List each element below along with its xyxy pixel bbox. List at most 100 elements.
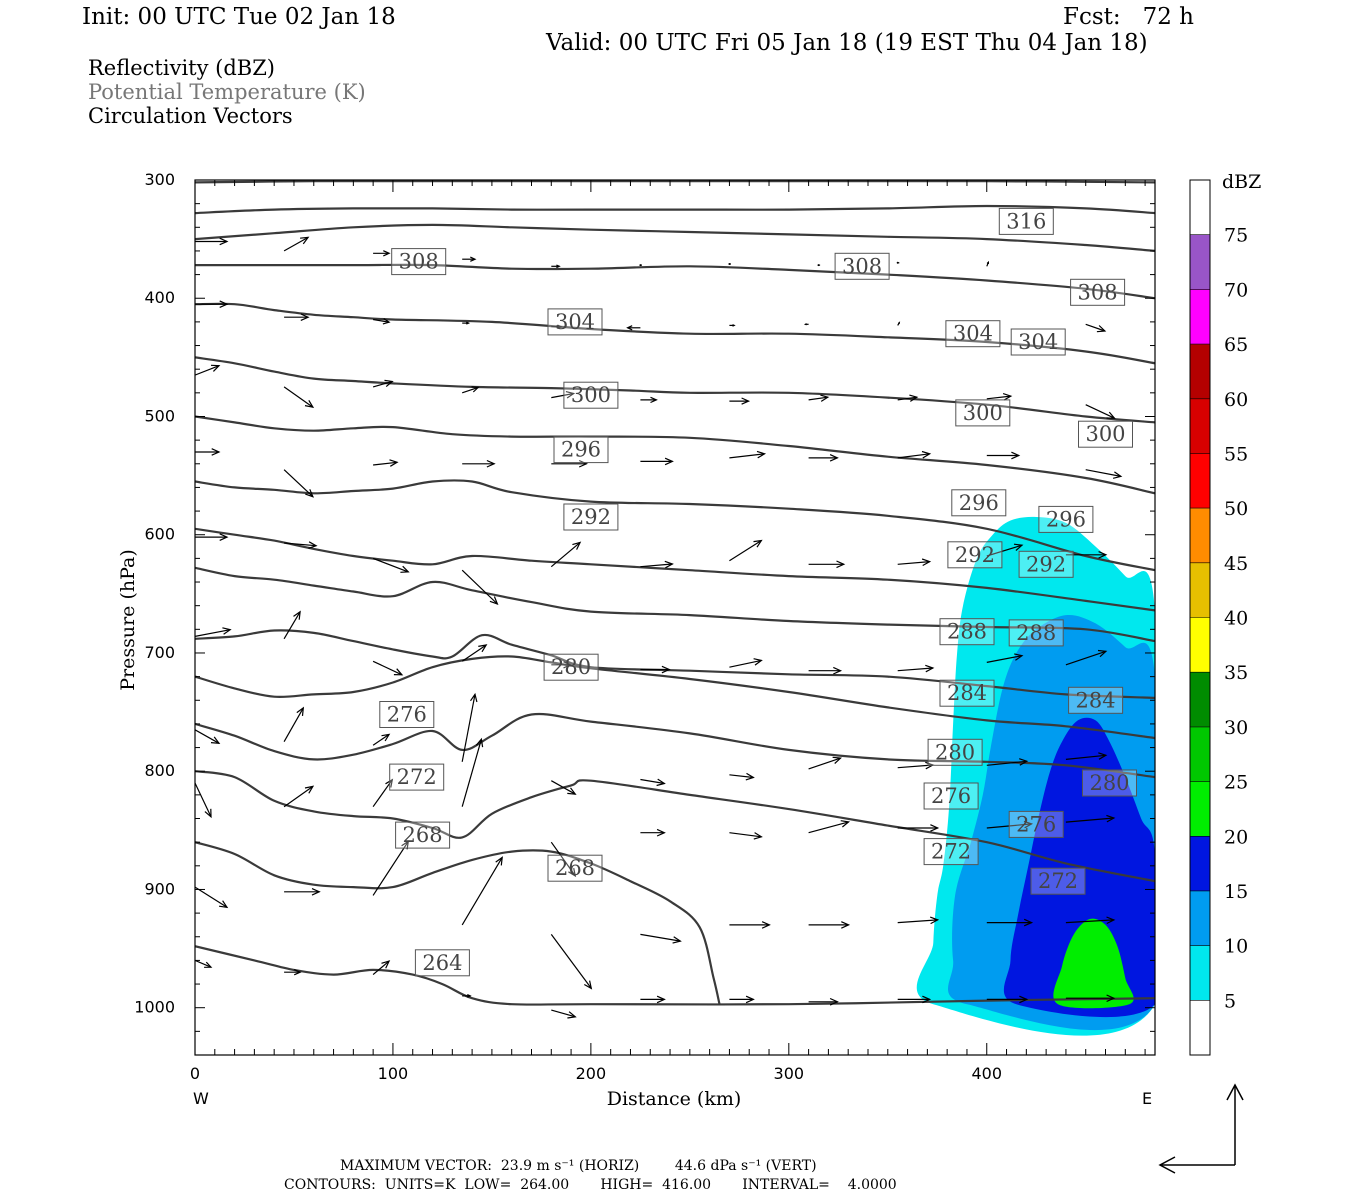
vector-shaft bbox=[551, 1009, 576, 1018]
vector-head bbox=[656, 995, 666, 1004]
contour-label-box bbox=[1082, 769, 1137, 797]
contour-label-box bbox=[391, 248, 447, 276]
colorbar-level-label: 25 bbox=[1224, 772, 1248, 794]
colorbar-level-label: 50 bbox=[1224, 498, 1248, 520]
circulation-vector bbox=[372, 960, 391, 976]
contour-label-text: 276 bbox=[931, 784, 971, 808]
x-tick-label: 100 bbox=[378, 1064, 409, 1083]
contour-label-box bbox=[998, 207, 1054, 235]
y-axis-title: Pressure (hPa) bbox=[117, 549, 139, 691]
vector-shaft bbox=[551, 392, 574, 399]
contour-label-text: 308 bbox=[399, 250, 439, 274]
circulation-vector bbox=[808, 820, 851, 834]
vector-head bbox=[563, 661, 572, 669]
vector-head bbox=[389, 459, 399, 467]
contour-label: 284 bbox=[1068, 686, 1124, 714]
vector-shaft bbox=[462, 386, 479, 394]
vector-head bbox=[222, 627, 232, 635]
contour-label-text: 308 bbox=[842, 254, 882, 278]
circulation-vector bbox=[1085, 404, 1116, 419]
colorbar: 5 10 15 20 25 30 35 40 45 50 55 60 65 70 75 bbox=[1189, 179, 1248, 1056]
vector-shaft bbox=[550, 841, 576, 877]
contour-label-box bbox=[563, 381, 619, 409]
colorbar-level-label: 65 bbox=[1224, 334, 1248, 356]
y-tick-label: 300 bbox=[144, 170, 175, 189]
contour-label-text: 300 bbox=[571, 383, 611, 407]
vector-head bbox=[929, 916, 940, 925]
vector-head bbox=[1013, 543, 1024, 551]
circulation-vector bbox=[284, 541, 318, 549]
circulation-vector bbox=[195, 627, 232, 637]
colorbar-level-label: 20 bbox=[1224, 826, 1248, 848]
contour-label: 272 bbox=[923, 838, 979, 866]
circulation-vector bbox=[897, 450, 932, 459]
circulation-vector bbox=[986, 995, 1029, 1004]
vector-shaft bbox=[283, 707, 304, 742]
x-tick-label: 200 bbox=[576, 1064, 607, 1083]
vector-head bbox=[381, 960, 391, 969]
vector-head bbox=[664, 457, 674, 466]
circulation-vector bbox=[195, 448, 221, 456]
x-east-label: E bbox=[1142, 1089, 1152, 1108]
vector-shaft bbox=[284, 542, 317, 547]
vector-head bbox=[1019, 995, 1029, 1004]
vector-shaft bbox=[195, 629, 231, 637]
contour-label-text: 300 bbox=[1085, 422, 1125, 446]
vector-shaft bbox=[808, 821, 849, 834]
colorbar-swatch bbox=[1190, 890, 1210, 946]
circulation-vector bbox=[461, 737, 484, 807]
vector-head bbox=[761, 921, 771, 929]
circulation-vector bbox=[195, 237, 229, 246]
vector-head bbox=[489, 596, 499, 606]
vector-head bbox=[650, 396, 658, 404]
vector-head bbox=[1097, 649, 1108, 658]
vector-head bbox=[1019, 758, 1029, 766]
circulation-vector bbox=[373, 318, 391, 325]
vector-head bbox=[556, 264, 561, 269]
colorbar-level-label: 55 bbox=[1224, 443, 1248, 465]
circulation-vector bbox=[462, 386, 480, 394]
circulation-vector bbox=[986, 758, 1029, 766]
vector-head bbox=[922, 995, 932, 1004]
x-tick-label: 0 bbox=[190, 1064, 200, 1083]
vector-head bbox=[986, 260, 990, 264]
circulation-vector bbox=[462, 256, 477, 262]
contour-label: 296 bbox=[951, 489, 1007, 517]
contour-label-box bbox=[945, 320, 1001, 348]
circulation-vector bbox=[728, 263, 731, 265]
vector-head bbox=[300, 236, 310, 245]
circulation-vector bbox=[284, 888, 321, 896]
contour-label-box bbox=[547, 308, 603, 336]
theta-contour-272 bbox=[195, 770, 1155, 883]
contour-label: 296 bbox=[553, 436, 609, 464]
circulation-vector bbox=[897, 995, 932, 1004]
vector-head bbox=[381, 733, 391, 742]
contour-label-text: 284 bbox=[947, 681, 987, 705]
vector-shaft bbox=[897, 667, 933, 672]
theta-contour-288 bbox=[195, 566, 1155, 643]
contour-label: 308 bbox=[391, 248, 447, 276]
contour-label-box bbox=[1038, 505, 1094, 533]
vector-shaft bbox=[373, 461, 398, 466]
vector-head bbox=[817, 264, 820, 267]
circulation-vector bbox=[551, 1009, 577, 1019]
circulation-vector bbox=[195, 533, 229, 541]
vector-shaft bbox=[461, 694, 476, 762]
vector-shaft bbox=[283, 611, 301, 640]
y-tick-label: 1000 bbox=[134, 998, 175, 1017]
circulation-vector bbox=[640, 933, 682, 944]
vector-head bbox=[930, 824, 940, 832]
circulation-vector bbox=[897, 824, 940, 832]
circulation-vector bbox=[461, 856, 503, 926]
circulation-vector bbox=[284, 313, 310, 321]
circulation-vector bbox=[550, 934, 593, 990]
contour-label-box bbox=[834, 252, 890, 280]
contour-label-box bbox=[543, 653, 599, 681]
vector-head bbox=[401, 840, 410, 850]
vector-head bbox=[567, 1011, 577, 1019]
circulation-vector bbox=[550, 841, 577, 878]
vector-shaft bbox=[550, 541, 581, 568]
colorbar-swatch bbox=[1190, 180, 1210, 235]
vector-head bbox=[204, 961, 213, 968]
colorbar-level-label: 10 bbox=[1224, 936, 1248, 958]
